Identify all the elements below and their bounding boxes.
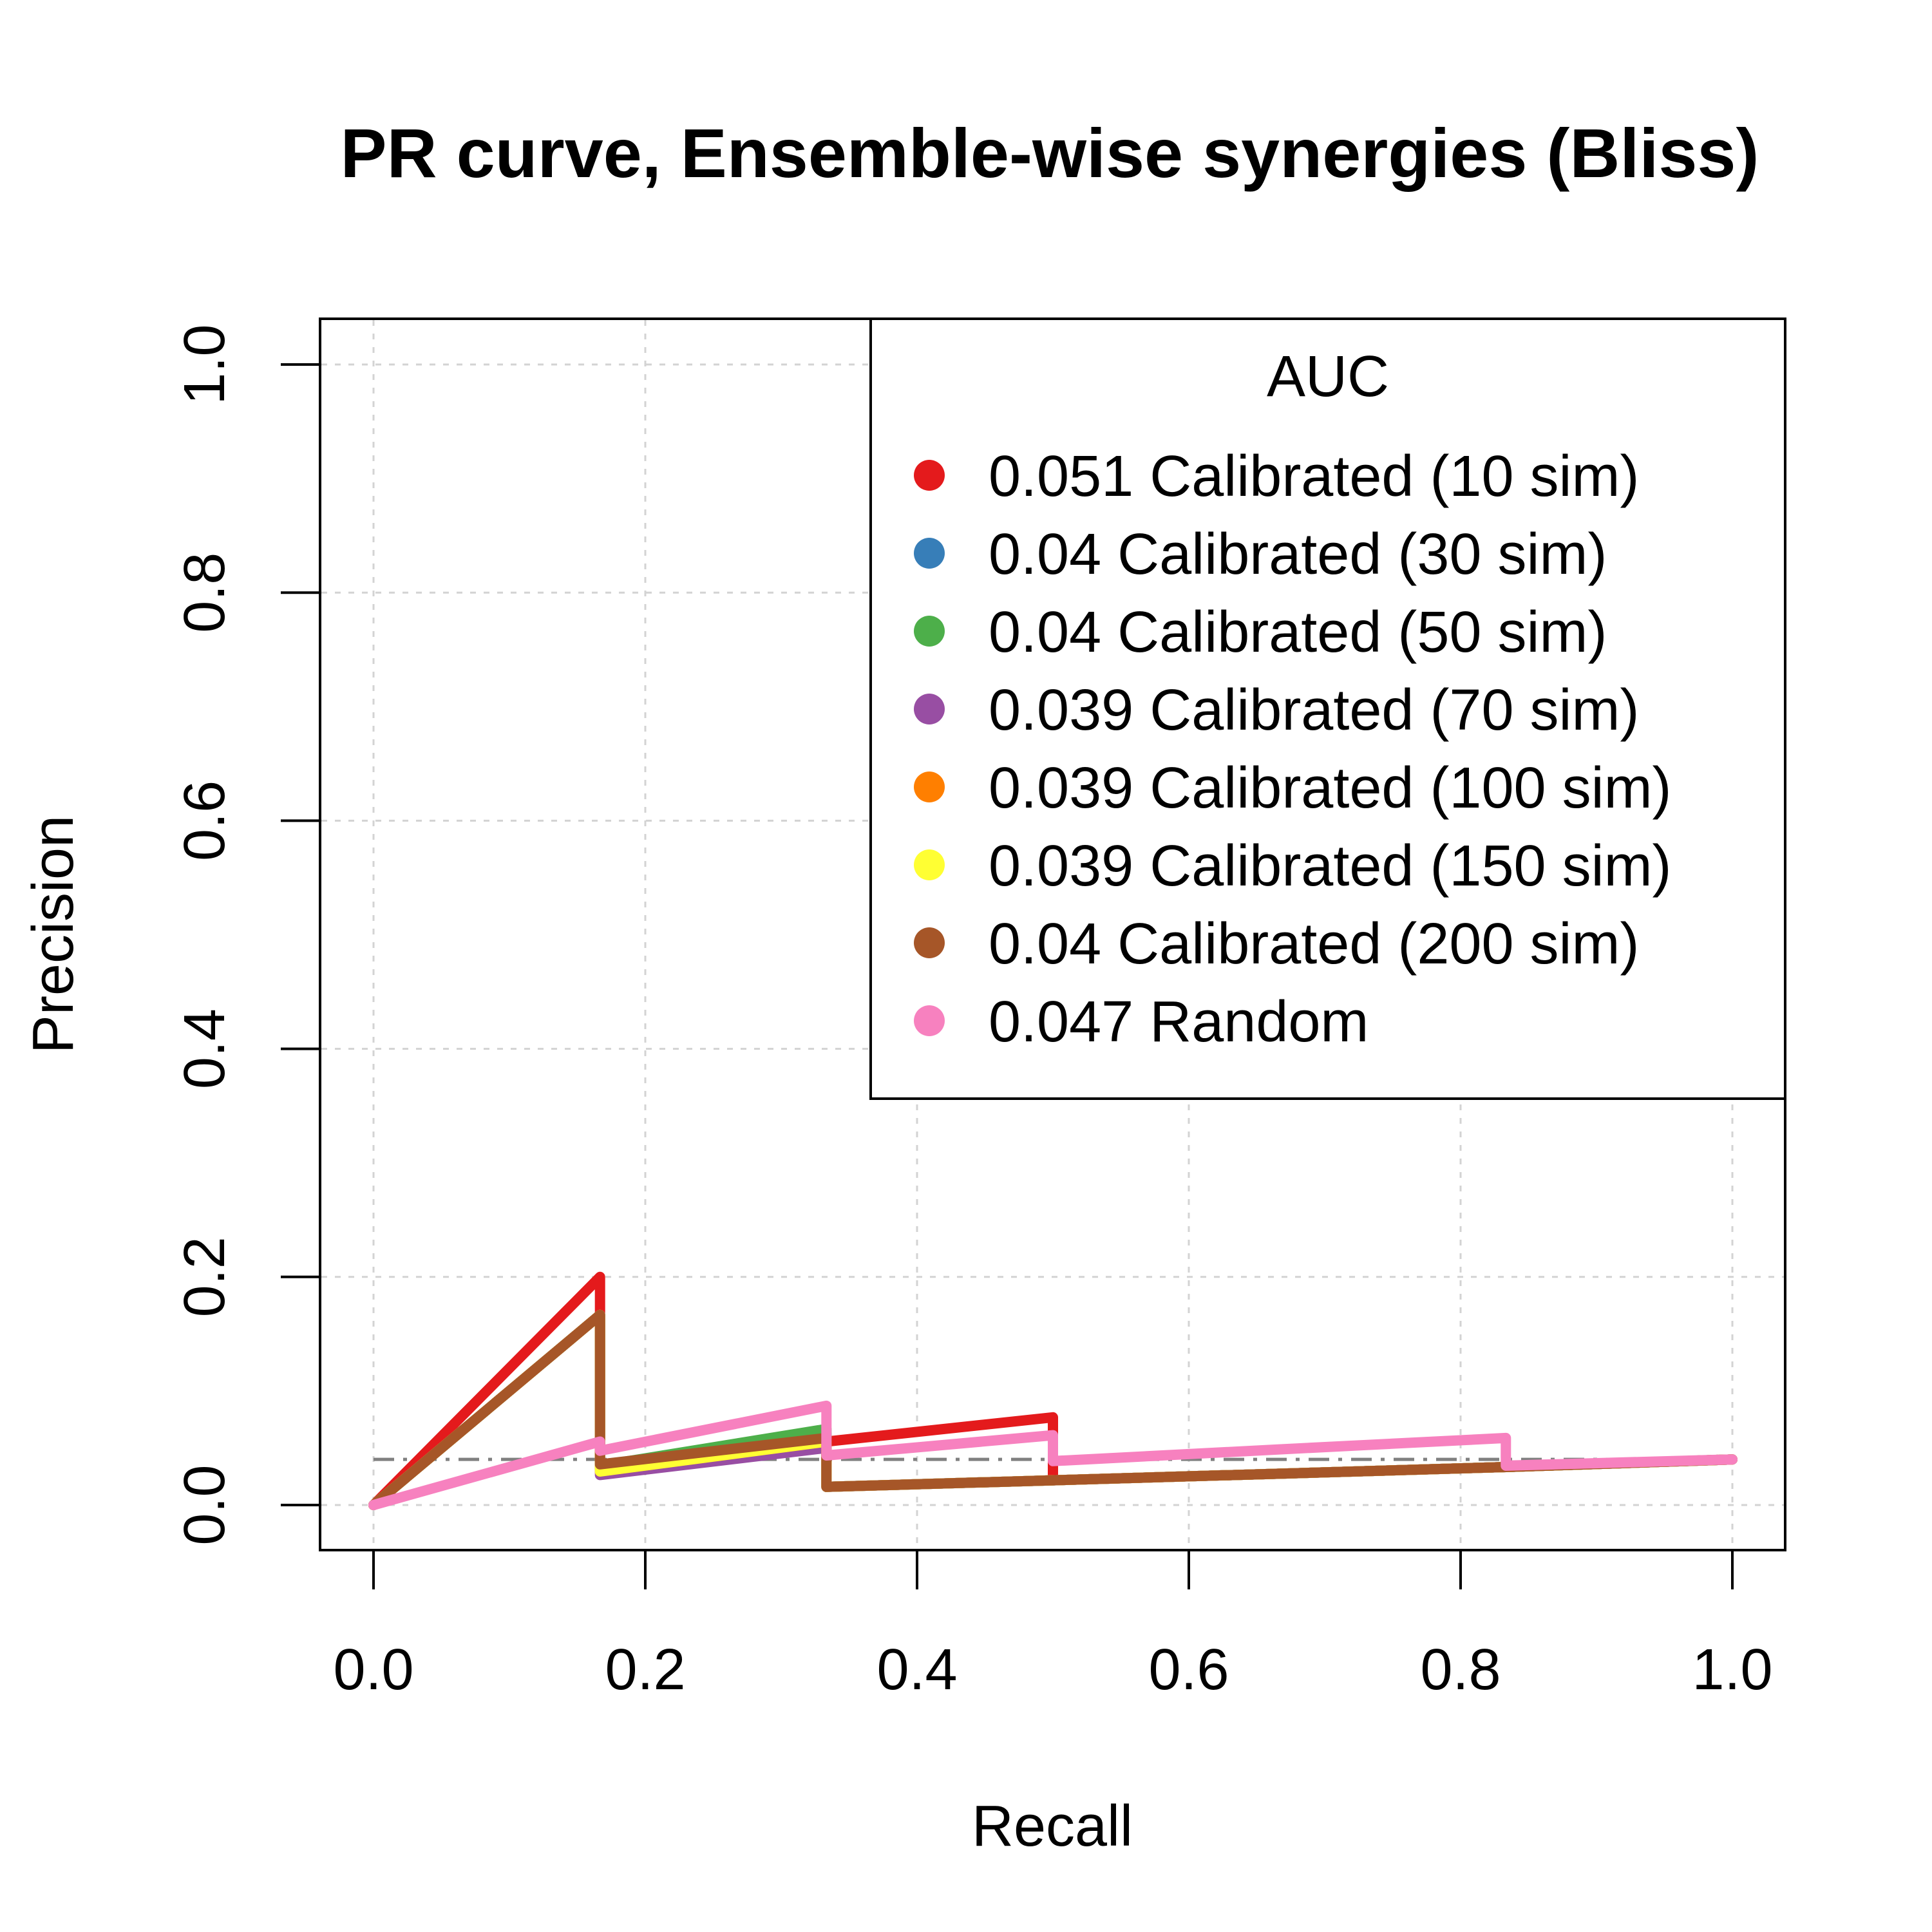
legend-swatch-0 bbox=[914, 460, 945, 491]
legend-swatch-2 bbox=[914, 616, 945, 647]
legend-box bbox=[869, 317, 1786, 1100]
x-axis: 0.0 0.2 0.4 0.6 0.8 1.0 bbox=[333, 1549, 1773, 1702]
legend-swatch-5 bbox=[914, 849, 945, 880]
legend-label-3: 0.039 Calibrated (70 sim) bbox=[989, 678, 1639, 743]
y-axis: 0.0 0.2 0.4 0.6 0.8 1.0 bbox=[173, 324, 321, 1546]
y-tick-label-0: 0.0 bbox=[173, 1464, 237, 1545]
legend-entries: 0.051 Calibrated (10 sim) 0.04 Calibrated… bbox=[914, 444, 1672, 1054]
legend-label-2: 0.04 Calibrated (50 sim) bbox=[989, 600, 1607, 665]
legend-label-0: 0.051 Calibrated (10 sim) bbox=[989, 444, 1639, 509]
x-axis-title: Recall bbox=[972, 1794, 1133, 1859]
x-tick-label-3: 0.6 bbox=[1148, 1638, 1229, 1702]
y-tick-label-5: 1.0 bbox=[173, 324, 237, 404]
legend-swatch-1 bbox=[914, 538, 945, 569]
legend-label-7: 0.047 Random bbox=[989, 990, 1368, 1054]
series bbox=[368, 1271, 1738, 1510]
legend-swatch-3 bbox=[914, 694, 945, 724]
legend-label-1: 0.04 Calibrated (30 sim) bbox=[989, 522, 1607, 587]
legend-label-6: 0.04 Calibrated (200 sim) bbox=[989, 912, 1639, 976]
legend-swatch-7 bbox=[914, 1005, 945, 1036]
y-axis-title: Precision bbox=[21, 815, 86, 1054]
x-tick-label-4: 0.8 bbox=[1420, 1638, 1501, 1702]
series-line-7 bbox=[368, 1400, 1738, 1510]
x-tick-label-1: 0.2 bbox=[605, 1638, 685, 1702]
legend-title: AUC bbox=[1267, 345, 1389, 409]
legend: AUC 0.051 Calibrated (10 sim) 0.04 Calibr… bbox=[869, 317, 1786, 1100]
y-tick-label-1: 0.2 bbox=[173, 1236, 237, 1317]
legend-swatch-4 bbox=[914, 772, 945, 802]
y-tick-label-2: 0.4 bbox=[173, 1009, 237, 1089]
y-tick-label-3: 0.6 bbox=[173, 781, 237, 861]
x-tick-label-5: 1.0 bbox=[1692, 1638, 1772, 1702]
series-line-6 bbox=[368, 1309, 1738, 1510]
legend-label-4: 0.039 Calibrated (100 sim) bbox=[989, 756, 1672, 820]
y-tick-label-4: 0.8 bbox=[173, 553, 237, 633]
chart-title: PR curve, Ensemble-wise synergies (Bliss… bbox=[341, 114, 1759, 192]
x-tick-label-0: 0.0 bbox=[333, 1638, 413, 1702]
legend-swatch-6 bbox=[914, 927, 945, 958]
legend-label-5: 0.039 Calibrated (150 sim) bbox=[989, 834, 1672, 898]
x-tick-label-2: 0.4 bbox=[876, 1638, 957, 1702]
